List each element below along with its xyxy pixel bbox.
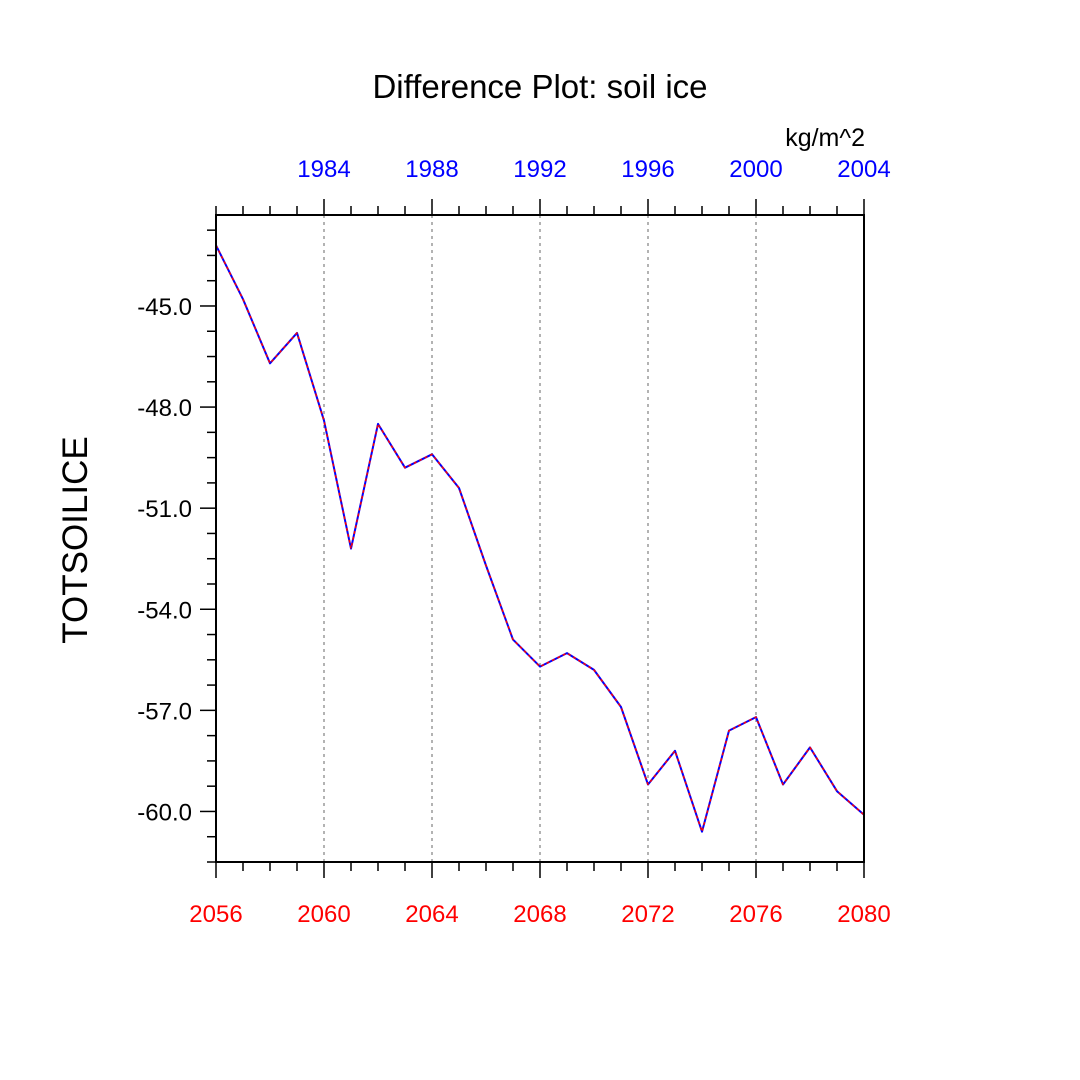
y-tick-label: -48.0 (137, 395, 192, 422)
series-overlay-0 (215, 244, 865, 833)
x-bottom-tick-label: 2068 (513, 901, 566, 928)
axis-ticks (200, 199, 865, 878)
y-tick-label: -54.0 (137, 597, 192, 624)
y-tick-label: -57.0 (137, 698, 192, 725)
x-top-tick-label: 2004 (837, 156, 890, 183)
units-label: kg/m^2 (785, 124, 865, 152)
x-top-tick-label: 1984 (297, 156, 350, 183)
y-tick-label: -51.0 (137, 496, 192, 523)
x-top-tick-label: 1996 (621, 156, 674, 183)
chart-title: Difference Plot: soil ice (372, 68, 707, 105)
y-tick-label: -60.0 (137, 799, 192, 826)
plot-frame (215, 214, 865, 863)
x-top-tick-label: 2000 (729, 156, 782, 183)
x-bottom-tick-label: 2064 (405, 901, 458, 928)
x-top-tick-label: 1992 (513, 156, 566, 183)
series-lines (215, 244, 865, 833)
x-bottom-tick-label: 2060 (297, 901, 350, 928)
x-bottom-tick-label: 2072 (621, 901, 674, 928)
grid-lines (323, 215, 757, 862)
x-top-tick-label: 1988 (405, 156, 458, 183)
x-bottom-tick-label: 2076 (729, 901, 782, 928)
y-tick-label: -45.0 (137, 294, 192, 321)
x-bottom-tick-label: 2080 (837, 901, 890, 928)
x-bottom-tick-label: 2056 (189, 901, 242, 928)
y-axis-label: TOTSOILICE (56, 436, 95, 643)
tick-labels: 2056 2060 2064 2068 2072 2076 2080 1984 1988 1992… (137, 156, 890, 928)
